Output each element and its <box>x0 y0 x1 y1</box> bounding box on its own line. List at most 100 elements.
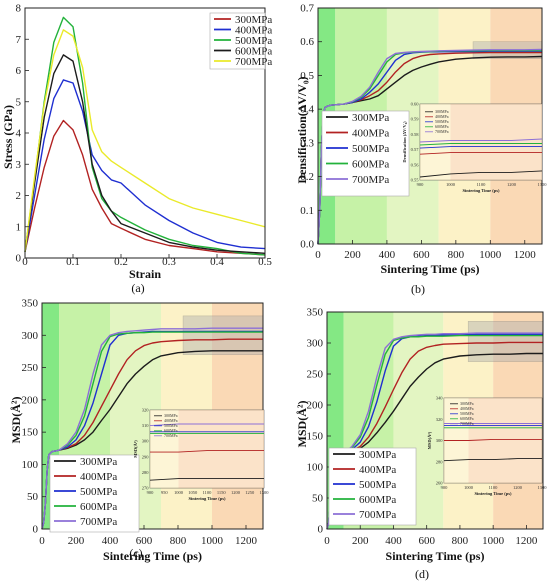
legend-entry: 400MPa <box>352 128 389 140</box>
y-tick-label: 0.3 <box>300 137 314 149</box>
series-line-700MPa <box>317 48 543 245</box>
y-tick-label: 150 <box>307 431 324 443</box>
x-tick-label: 1200 <box>235 535 258 547</box>
legend-entry: 600MPa <box>359 494 396 506</box>
x-tick-label: 600 <box>136 535 153 547</box>
y-tick-label: 350 <box>307 307 324 319</box>
x-tick-label: 400 <box>102 535 119 547</box>
y-tick-label: 300 <box>22 330 39 342</box>
inset-x-title: Sintering Time (ps) <box>462 188 500 193</box>
panel-b: 0 200 400 600 800 1000 1200 0.0 0.1 0.2 0.3 0.4 0.5 0… <box>295 3 547 297</box>
inset-x-tick: 1150 <box>217 490 227 495</box>
y-tick-label: 100 <box>22 459 39 471</box>
panel-label: (a) <box>131 281 144 295</box>
y-tick-label: 4 <box>16 128 22 140</box>
inset-legend-entry: 300MPa <box>435 109 449 114</box>
legend-entry: 400MPa <box>359 464 396 476</box>
inset-series-300MPa <box>443 458 542 462</box>
x-tick-label: 1200 <box>514 249 537 261</box>
y-tick-label: 300 <box>307 338 324 350</box>
inset-y-tick: 0.60 <box>411 102 420 107</box>
legend-entry: 700MPa <box>359 509 396 521</box>
x-tick-label: 200 <box>352 535 369 547</box>
inset-band <box>150 410 179 488</box>
inset-legend-entry: 600MPa <box>164 428 178 433</box>
legend-entry: 400MPa <box>235 25 272 37</box>
inset-x-tick: 950 <box>161 490 169 495</box>
x-tick-label: 800 <box>448 249 465 261</box>
x-axis-title: Sintering Time (ps) <box>381 262 480 276</box>
series-line-400MPa <box>24 79 266 252</box>
x-tick-label: 0.5 <box>258 256 272 268</box>
inset-x-tick: 1100 <box>203 490 213 495</box>
inset-x-tick: 900 <box>417 182 425 187</box>
x-tick-label: 600 <box>418 535 435 547</box>
x-tick-label: 0 <box>315 249 321 261</box>
inset-x-title: Sintering Time (ps) <box>474 491 512 496</box>
inset-legend-entry: 700MPa <box>164 433 178 438</box>
series-line-700MPa <box>41 327 263 530</box>
inset-x-tick: 1200 <box>513 485 523 490</box>
inset-y-tick: 0.59 <box>411 117 420 122</box>
x-tick-label: 800 <box>452 535 469 547</box>
legend-box <box>49 454 140 533</box>
inset-b: 900 1000 1100 1200 1300 0.55 0.56 0.57 0.58 0.59 0… <box>402 102 547 194</box>
panel-label: (c) <box>129 546 142 560</box>
inset-x-tick: 1300 <box>538 485 548 490</box>
inset-y-title: MSD(Å²) <box>133 440 138 458</box>
legend-entry: 300MPa <box>80 456 117 468</box>
y-tick-label: 50 <box>27 491 39 503</box>
y-tick-label: 0.6 <box>300 36 314 48</box>
inset-x-tick: 1000 <box>464 485 474 490</box>
inset-x-tick: 1100 <box>489 485 499 490</box>
y-tick-label: 7 <box>16 34 22 46</box>
inset-legend-entry: 400MPa <box>164 418 178 423</box>
x-tick-label: 0.3 <box>162 256 176 268</box>
inset-d: 900 1000 1100 1200 1300 260 280 300 320 340 Sinter… <box>427 396 547 497</box>
y-tick-label: 250 <box>307 369 324 381</box>
legend-entry: 700MPa <box>352 174 389 186</box>
legend-entry: 500MPa <box>359 479 396 491</box>
inset-y-tick: 0.57 <box>411 147 420 152</box>
y-tick-label: 8 <box>16 3 22 15</box>
x-tick-label: 1200 <box>515 535 538 547</box>
legend-entry: 300MPa <box>352 112 389 124</box>
inset-y-tick: 320 <box>142 408 150 413</box>
inset-y-tick: 0.58 <box>411 132 420 137</box>
inset-series-300MPa <box>149 478 264 481</box>
panel-label: (d) <box>415 567 429 581</box>
y-axis-title: Densification(ΔV/V₀) <box>295 76 309 183</box>
y-tick-label: 0 <box>33 524 39 536</box>
legend-box <box>328 447 417 526</box>
inset-x-tick: 1200 <box>507 182 517 187</box>
inset-y-tick: 290 <box>142 454 150 459</box>
inset-series-700MPa <box>149 423 264 427</box>
inset-y-tick: 260 <box>436 481 444 486</box>
y-tick-label: 200 <box>22 394 39 406</box>
legend-box <box>209 12 266 70</box>
legend-box <box>321 110 410 197</box>
legend-entry: 300MPa <box>235 14 272 26</box>
series-line-600MPa <box>24 54 266 254</box>
inset-y-tick: 280 <box>436 459 444 464</box>
legend-entry: 500MPa <box>235 35 272 47</box>
legend-entry: 500MPa <box>80 486 117 498</box>
x-tick-label: 1000 <box>201 535 224 547</box>
x-tick-label: 1000 <box>482 535 505 547</box>
x-tick-label: 0 <box>39 535 45 547</box>
x-tick-label: 0.2 <box>114 256 128 268</box>
inset-legend-entry: 700MPa <box>435 129 449 134</box>
inset-x-tick: 1000 <box>174 490 184 495</box>
inset-y-title: MSD(Å²) <box>427 431 432 449</box>
inset-legend-entry: 500MPa <box>435 119 449 124</box>
y-tick-label: 3 <box>16 159 22 171</box>
y-tick-label: 250 <box>22 362 39 374</box>
inset-legend-entry: 300MPa <box>460 401 474 406</box>
inset-x-tick: 1300 <box>538 182 548 187</box>
y-tick-label: 200 <box>307 400 324 412</box>
x-tick-label: 200 <box>344 249 361 261</box>
y-tick-label: 0.5 <box>300 70 314 82</box>
inset-legend-entry: 700MPa <box>460 421 474 426</box>
inset-series-400MPa <box>150 450 264 453</box>
inset-y-tick: 300 <box>436 438 444 443</box>
